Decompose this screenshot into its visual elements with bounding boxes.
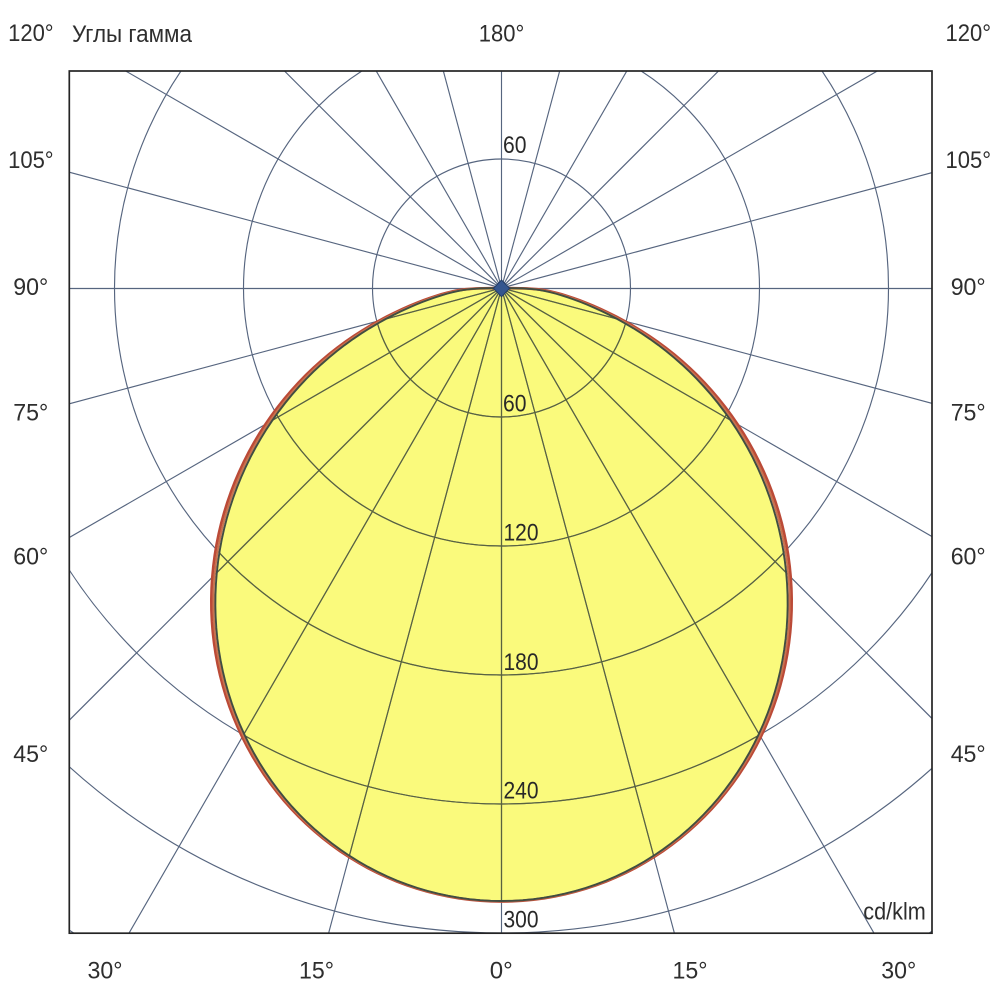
- svg-text:240: 240: [504, 778, 539, 805]
- svg-text:60°: 60°: [13, 544, 48, 571]
- svg-text:90°: 90°: [951, 274, 986, 301]
- svg-text:120°: 120°: [946, 20, 992, 47]
- svg-text:75°: 75°: [13, 399, 48, 426]
- svg-text:300: 300: [504, 906, 539, 933]
- svg-text:180: 180: [504, 649, 539, 676]
- svg-text:180°: 180°: [479, 20, 525, 47]
- svg-text:cd/klm: cd/klm: [863, 899, 926, 926]
- svg-text:60: 60: [503, 390, 527, 417]
- svg-text:105°: 105°: [946, 147, 992, 174]
- svg-text:120°: 120°: [8, 20, 54, 47]
- svg-text:105°: 105°: [8, 147, 54, 174]
- svg-text:60: 60: [503, 132, 527, 159]
- svg-text:120: 120: [504, 520, 539, 547]
- svg-text:45°: 45°: [13, 741, 48, 768]
- svg-text:Углы гамма: Углы гамма: [72, 21, 193, 48]
- svg-text:45°: 45°: [951, 741, 986, 768]
- svg-text:15°: 15°: [299, 957, 334, 984]
- svg-text:90°: 90°: [13, 274, 48, 301]
- svg-text:0°: 0°: [490, 957, 513, 984]
- svg-text:60°: 60°: [951, 544, 986, 571]
- svg-text:75°: 75°: [951, 399, 986, 426]
- svg-text:15°: 15°: [673, 957, 708, 984]
- svg-text:30°: 30°: [881, 957, 916, 984]
- svg-text:30°: 30°: [88, 957, 123, 984]
